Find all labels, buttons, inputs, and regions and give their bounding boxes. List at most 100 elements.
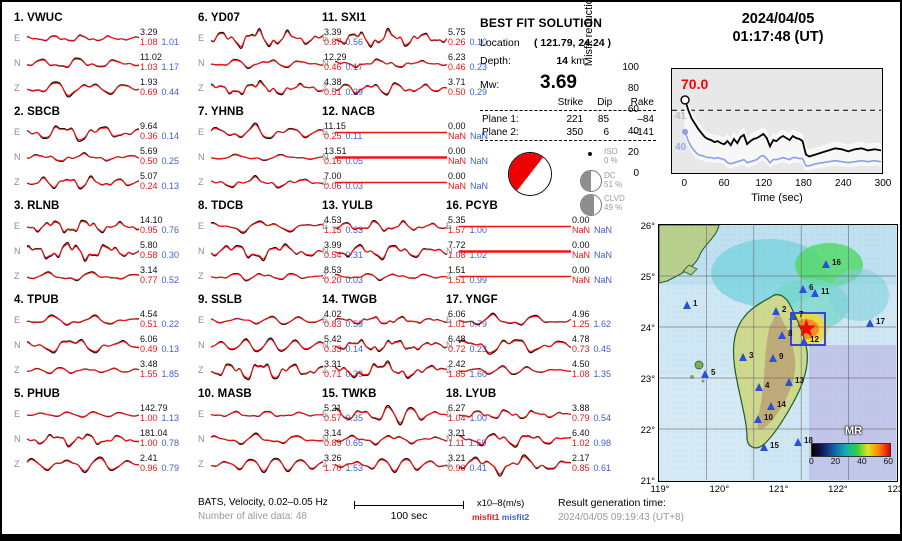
component-label: E [322,315,329,325]
trace-misfit2: 0.23 [469,344,488,354]
component-label: Z [14,459,20,469]
trace-amplitude: 5.69 [140,146,158,156]
map-station-marker[interactable] [739,353,747,361]
trace-misfit2: 0.65 [345,438,364,448]
waveform-trace [459,427,572,452]
component-label: N [198,246,205,256]
chart-series-label-40: 40 [675,142,687,153]
waveform-trace [26,264,140,289]
trace-misfit2: NaN [594,250,613,260]
map-station-marker[interactable] [799,285,807,293]
waveform-trace [334,76,448,101]
plane2-dip: 6 [603,127,610,138]
trace-values: 4.53 1.15 0.33 [324,215,363,235]
planes-header-rake: Rake [630,97,654,108]
map-station-label: 3 [749,351,754,360]
trace-misfit1: 1.25 [572,319,590,329]
waveform-trace [210,26,324,51]
trace-misfit1: 0.20 [324,275,342,285]
plane1-rake: –84 [637,114,654,125]
component-label: Z [14,271,20,281]
trace-misfit1: 0.85 [572,463,590,473]
map-station-marker[interactable] [866,319,874,327]
map-station-marker[interactable] [822,260,830,268]
trace-amplitude: 6.06 [140,334,158,344]
trace-amplitude: 0.00 [572,265,590,275]
trace-row: E 0.00 NaN NaN [322,120,498,145]
trace-misfit1: 0.25 [324,131,342,141]
waveform-trace [334,333,448,358]
component-label: Z [446,459,452,469]
map-station-marker[interactable] [683,301,691,309]
epicenter-map: ★ MR 0 20 40 60 1 2 3 4 5 6 7 8 9 10 11 12 13 14 15 16 17 18… [641,221,902,495]
trace-values: 11.15 0.25 0.11 [324,121,362,141]
trace-amplitude: 3.14 [324,428,342,438]
trace-row: N 5.69 0.50 0.25 [14,145,190,170]
waveform-trace [334,51,448,76]
trace-amplitude: 2.17 [572,453,590,463]
trace-row: E 142.79 1.00 1.13 [14,402,190,427]
map-station-marker[interactable] [701,370,709,378]
map-station-marker[interactable] [785,378,793,386]
map-station-marker[interactable] [800,337,808,345]
iso-beachball-icon [588,152,592,156]
trace-row: Z 3.71 0.50 0.29 [322,76,498,101]
magnitude-row: Mw: 3.69 [480,73,660,95]
component-label: E [198,127,205,137]
map-station-label: 8 [788,329,793,338]
trace-misfit2: 1.53 [345,463,364,473]
mechanism-panel: ISO 0 % DC 51 % CLVD 49 % [480,144,660,218]
nodal-planes-table: Strike Dip Rake [480,97,656,109]
trace-amplitude: 4.02 [324,309,342,319]
trace-row: N 3.14 0.89 0.65 [198,427,374,452]
trace-values: 4.02 0.83 0.59 [324,309,363,329]
map-lat-tick: 26° [640,221,655,232]
trace-misfit2: 0.11 [345,131,363,141]
station-title: 18. LYUB [446,388,497,400]
map-station-marker[interactable] [811,289,819,297]
waveform-trace [210,170,324,195]
map-station-marker[interactable] [767,402,775,410]
trace-amplitude: 3.14 [140,265,158,275]
map-station-marker[interactable] [778,331,786,339]
trace-misfit2: 0.59 [345,319,364,329]
trace-values: 3.14 0.77 0.52 [140,265,179,285]
component-label: N [14,340,21,350]
map-terrain [659,225,896,480]
dc-name: DC [604,171,616,180]
waveform-trace [210,120,324,145]
waveform-trace [459,239,571,264]
map-station-marker[interactable] [769,354,777,362]
iso-name: ISO [604,147,618,156]
component-label: Z [322,83,328,93]
component-label: N [446,434,453,444]
trace-misfit1: 0.77 [140,275,158,285]
station-block: 18. LYUB E 3.88 0.79 0.54 N 6.40 1.02 0.98 Z 2.17 0… [446,386,622,480]
station-block: 10. MASB E 5.21 0.57 0.35 N 3.14 0.89 0.65 Z 3.26 1… [198,386,374,480]
colorbar-ticks: 0 20 40 60 [809,456,893,466]
component-label: N [14,434,21,444]
trace-row: E 4.54 0.51 0.22 [14,308,190,333]
depth-label: Depth: [480,55,511,67]
map-station-marker[interactable] [755,383,763,391]
waveform-trace [26,214,140,239]
map-station-label: 4 [765,381,770,390]
colorbar-tick: 40 [857,456,867,466]
trace-misfit2: 0.13 [161,181,180,191]
trace-amplitude: 11.02 [140,52,162,62]
component-label: Z [322,365,328,375]
trace-values: 7.00 0.06 0.03 [324,171,363,191]
map-station-marker[interactable] [760,443,768,451]
waveform-trace [334,239,448,264]
trace-row: E 3.39 0.87 0.56 [198,26,374,51]
trace-row: N 0.00 NaN NaN [446,239,622,264]
map-station-marker[interactable] [794,438,802,446]
trace-misfit1: 0.96 [140,463,158,473]
map-station-marker[interactable] [772,307,780,315]
station-block: 2. SBCB E 9.64 0.36 0.14 N 5.69 0.50 0.25 Z 5.07 0.… [14,104,190,198]
depth-row: Depth: 14 km [480,55,660,69]
chart-plot-area [671,68,883,174]
trace-misfit1: 1.00 [140,438,158,448]
map-station-marker[interactable] [789,312,797,320]
map-station-marker[interactable] [754,415,762,423]
